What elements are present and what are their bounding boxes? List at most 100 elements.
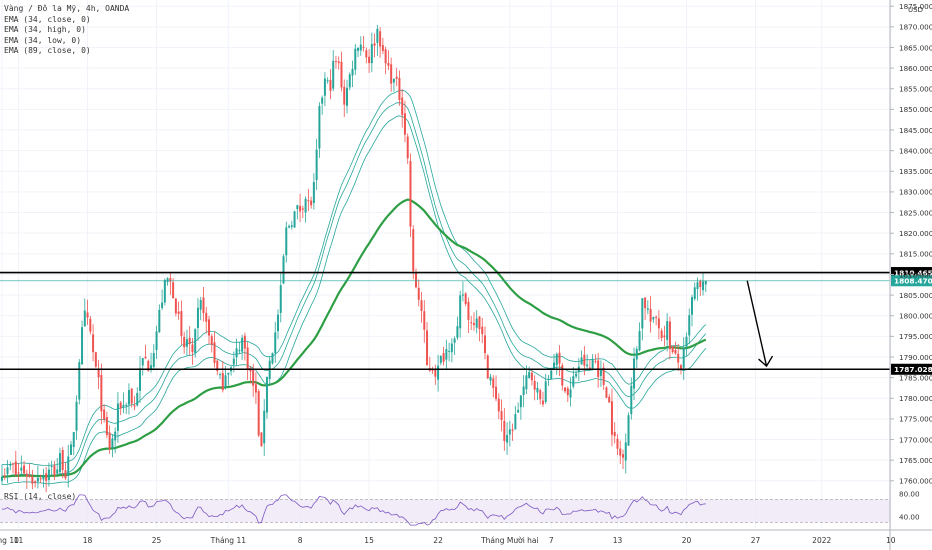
legend-ema-34-low[interactable]: EMA (34, low, 0) [4, 35, 82, 45]
candle-body [586, 364, 589, 367]
candle-body [45, 473, 48, 481]
candle-body [423, 311, 426, 330]
candle-body [594, 361, 597, 363]
arrow-head [758, 355, 774, 368]
y-tick-label: 1810.000 [899, 270, 932, 279]
candle-body [235, 348, 238, 358]
y-tick-label: 1760.000 [899, 477, 932, 486]
x-tick-label: Tháng 11 [210, 536, 247, 545]
candle-body [61, 450, 64, 471]
candle-body [539, 390, 542, 400]
candle-body [470, 322, 473, 324]
candle-body [180, 311, 183, 337]
candle-body [359, 44, 362, 51]
candle-body [224, 375, 227, 388]
candle-body [299, 205, 302, 212]
candle-body [613, 431, 616, 437]
candle-body [75, 401, 78, 431]
candle-body [409, 161, 412, 227]
candle-body [561, 365, 564, 386]
arrow-shaft [746, 280, 768, 367]
candle-body [337, 61, 340, 64]
candle-body [219, 374, 222, 376]
candle-body [461, 294, 464, 296]
candle-body [699, 280, 702, 288]
candle-body [260, 432, 263, 446]
x-tick-label: 13 [613, 536, 623, 545]
candle-body [183, 337, 186, 348]
candle-body [243, 335, 246, 349]
candle-body [704, 280, 707, 285]
candle-body [663, 335, 666, 338]
candle-body [343, 86, 346, 105]
candle-body [544, 381, 547, 402]
candle-body [252, 369, 255, 386]
candle-body [517, 409, 520, 413]
candle-body [668, 321, 671, 350]
candle-body [194, 329, 197, 354]
candle-body [271, 353, 274, 364]
candle-body [78, 362, 81, 400]
candle-body [216, 360, 219, 372]
candle-body [277, 314, 279, 332]
level-tag [891, 363, 932, 375]
candle-body [379, 31, 382, 47]
candle-body [572, 376, 575, 387]
legend-ema-34-close[interactable]: EMA (34, close, 0) [4, 14, 91, 24]
candle-body [288, 226, 291, 228]
y-tick-label: 1800.000 [899, 312, 932, 321]
candle-body [495, 386, 498, 399]
candle-body [630, 385, 633, 415]
x-tick-label: 27 [751, 536, 761, 545]
candle-body [340, 61, 343, 88]
chart-title: Vàng / Đô la Mỹ, 4h, OANDA [4, 4, 130, 13]
candle-body [384, 49, 387, 64]
candle-body [677, 353, 680, 363]
y-tick-label: 1780.000 [899, 394, 932, 403]
candle-body [332, 60, 335, 89]
rsi-legend[interactable]: RSI (14, close) [4, 492, 77, 501]
candle-body [6, 467, 9, 474]
legend-ema-34-high[interactable]: EMA (34, high, 0) [4, 25, 86, 34]
down-arrow-annotation[interactable] [746, 280, 774, 368]
candle-body [307, 200, 310, 202]
candle-body [351, 69, 354, 76]
candle-body [296, 205, 299, 210]
candle-body [610, 401, 613, 435]
candle-body [415, 272, 417, 288]
candle-body [9, 464, 12, 466]
candle-body [130, 388, 133, 404]
candle-body [679, 365, 682, 369]
candle-body [506, 434, 509, 443]
candle-body [274, 332, 277, 354]
y-tick-label: 1875.000 [899, 2, 932, 11]
candle-body [20, 467, 23, 471]
rsi-line [1, 494, 706, 526]
y-tick-label: 1850.000 [899, 105, 932, 114]
y-tick-label: 1825.000 [899, 208, 932, 217]
candle-body [368, 56, 371, 64]
candle-body [155, 331, 158, 351]
candle-body [177, 311, 180, 314]
candle-body [682, 348, 685, 368]
candle-body [591, 359, 594, 369]
chart-grid [0, 0, 892, 528]
candle-body [442, 353, 445, 362]
price-axis[interactable]: 1875.000 1870.000 1865.000 1860.000 1855.000… [889, 0, 932, 550]
candle-body [655, 316, 658, 318]
candle-body [97, 368, 100, 378]
x-tick-label: 2022 [812, 536, 831, 545]
candle-body [125, 404, 128, 406]
candle-body [139, 368, 141, 391]
candle-body [619, 448, 622, 456]
candle-body [213, 342, 216, 363]
candle-body [644, 297, 647, 309]
candle-body [566, 388, 569, 396]
candle-body [246, 347, 249, 370]
y-tick-label: 1815.000 [899, 250, 932, 259]
legend-ema-89-close[interactable]: EMA (89, close, 0) [4, 46, 91, 55]
y-tick-label: 1790.000 [899, 353, 932, 362]
y-tick-label: 1830.000 [899, 188, 932, 197]
